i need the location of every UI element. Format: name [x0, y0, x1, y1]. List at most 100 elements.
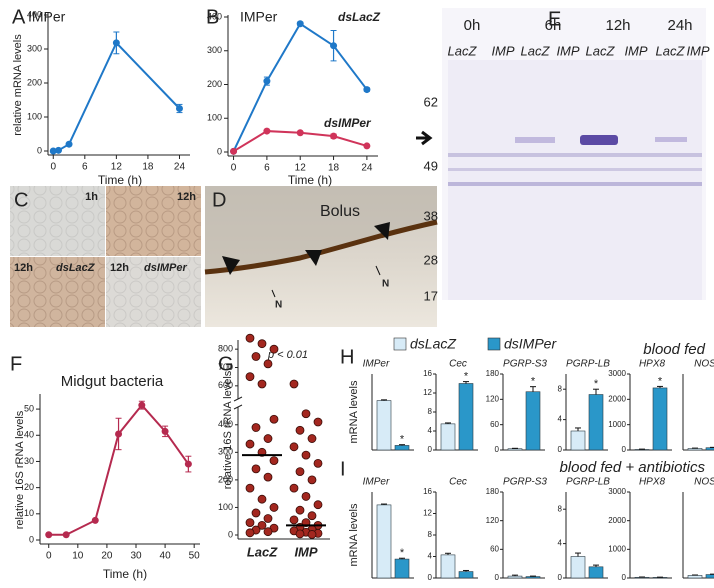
point [245, 518, 255, 527]
x-tick-label: IMP [294, 544, 317, 559]
point [313, 458, 323, 468]
point [263, 472, 273, 482]
tile-label: 12h [14, 262, 33, 274]
point [269, 503, 279, 512]
point [245, 528, 255, 538]
point [289, 515, 299, 525]
point [301, 450, 311, 460]
category-title: NOS [694, 477, 714, 488]
chart-title: Midgut bacteria [61, 373, 164, 390]
significance-mark: * [658, 375, 663, 387]
point [257, 494, 267, 504]
y-tick-label: 0 [495, 573, 500, 582]
y-tick-label: 8 [558, 384, 563, 393]
bar [376, 400, 392, 451]
lane-label: LacZ [656, 43, 686, 58]
y-tick-label: 400 [207, 11, 222, 21]
category-title: Cec [449, 477, 467, 488]
y-tick-label: 8 [558, 504, 563, 513]
y-tick-label: 2000 [608, 394, 626, 403]
point [363, 142, 371, 150]
nucleus-label: N [382, 279, 389, 290]
point [330, 132, 338, 140]
bar [376, 504, 392, 579]
band [580, 135, 618, 145]
point [330, 42, 338, 50]
y-axis-label: mRNA levels [348, 503, 360, 566]
y-tick-label: 0 [558, 445, 563, 454]
y-tick-label: 200 [207, 79, 222, 89]
y-tick-label: 30 [24, 456, 34, 466]
y-axis-label: relative mRNA levels [12, 34, 24, 136]
y-tick-label: 8 [428, 407, 433, 416]
y-tick-label: 4 [558, 539, 563, 548]
x-tick-label: 12 [295, 163, 307, 174]
point [55, 146, 63, 154]
category-title: HPX8 [639, 359, 666, 370]
point [49, 147, 57, 155]
chart-title: blood fed [643, 341, 705, 358]
y-tick-label: 400 [27, 9, 42, 19]
point [257, 379, 267, 389]
point [263, 127, 271, 135]
point [301, 492, 311, 501]
pointer [271, 289, 276, 298]
x-tick-label: 24 [174, 162, 186, 173]
point [115, 430, 123, 438]
point [62, 531, 70, 539]
category-title: Cec [449, 359, 467, 370]
nucleus-label: N [275, 300, 282, 311]
point [245, 483, 255, 493]
point [269, 344, 279, 354]
x-tick-label: 0 [50, 162, 56, 173]
y-tick-label: 4 [428, 552, 433, 561]
arrowhead [305, 250, 322, 266]
legend-label: dsIMPer [504, 336, 557, 352]
band [448, 168, 702, 171]
category-title: PGRP-S3 [503, 477, 547, 488]
point [363, 86, 371, 94]
panel-letter: E [548, 8, 561, 30]
tile-label: 1h [85, 191, 98, 203]
y-tick-label: 12 [423, 509, 432, 518]
point [307, 511, 317, 521]
legend-swatch [487, 337, 501, 351]
lane-label: IMP [624, 43, 647, 58]
bolus [205, 186, 437, 272]
panel-letter: D [212, 189, 226, 211]
point [313, 500, 323, 510]
y-tick-label: 16 [423, 369, 432, 378]
y-tick-label: 12 [423, 388, 432, 397]
category-title: IMPer [363, 359, 390, 370]
point [45, 531, 53, 539]
x-tick-label: LacZ [247, 544, 278, 559]
panel-letter: H [340, 346, 354, 368]
x-tick-label: 6 [82, 162, 88, 173]
bar [588, 394, 604, 451]
point [184, 460, 192, 468]
tile-label: 12h [177, 191, 196, 203]
texture [10, 186, 105, 256]
bar [440, 554, 456, 579]
point [301, 409, 311, 419]
point [245, 333, 255, 343]
x-tick-label: 50 [189, 551, 201, 562]
category-title: PGRP-S3 [503, 359, 547, 370]
y-tick-label: 60 [490, 544, 499, 553]
y-tick-label: 0 [29, 534, 34, 544]
texture [10, 257, 105, 327]
panel-letter: B [206, 6, 219, 28]
point [269, 456, 279, 466]
panel-c: C 1h 12h 12h dsLacZ 12h dsIMPer [10, 186, 201, 327]
bar [705, 447, 714, 451]
arrowhead [222, 256, 240, 275]
series-label: dsLacZ [338, 10, 381, 24]
y-tick-label: 200 [27, 77, 42, 87]
y-tick-label: 0 [428, 445, 433, 454]
bar [525, 391, 541, 451]
y-tick-label: 50 [24, 403, 34, 413]
bar [458, 383, 474, 451]
point [257, 339, 267, 349]
marker-label: 49 [424, 158, 438, 173]
